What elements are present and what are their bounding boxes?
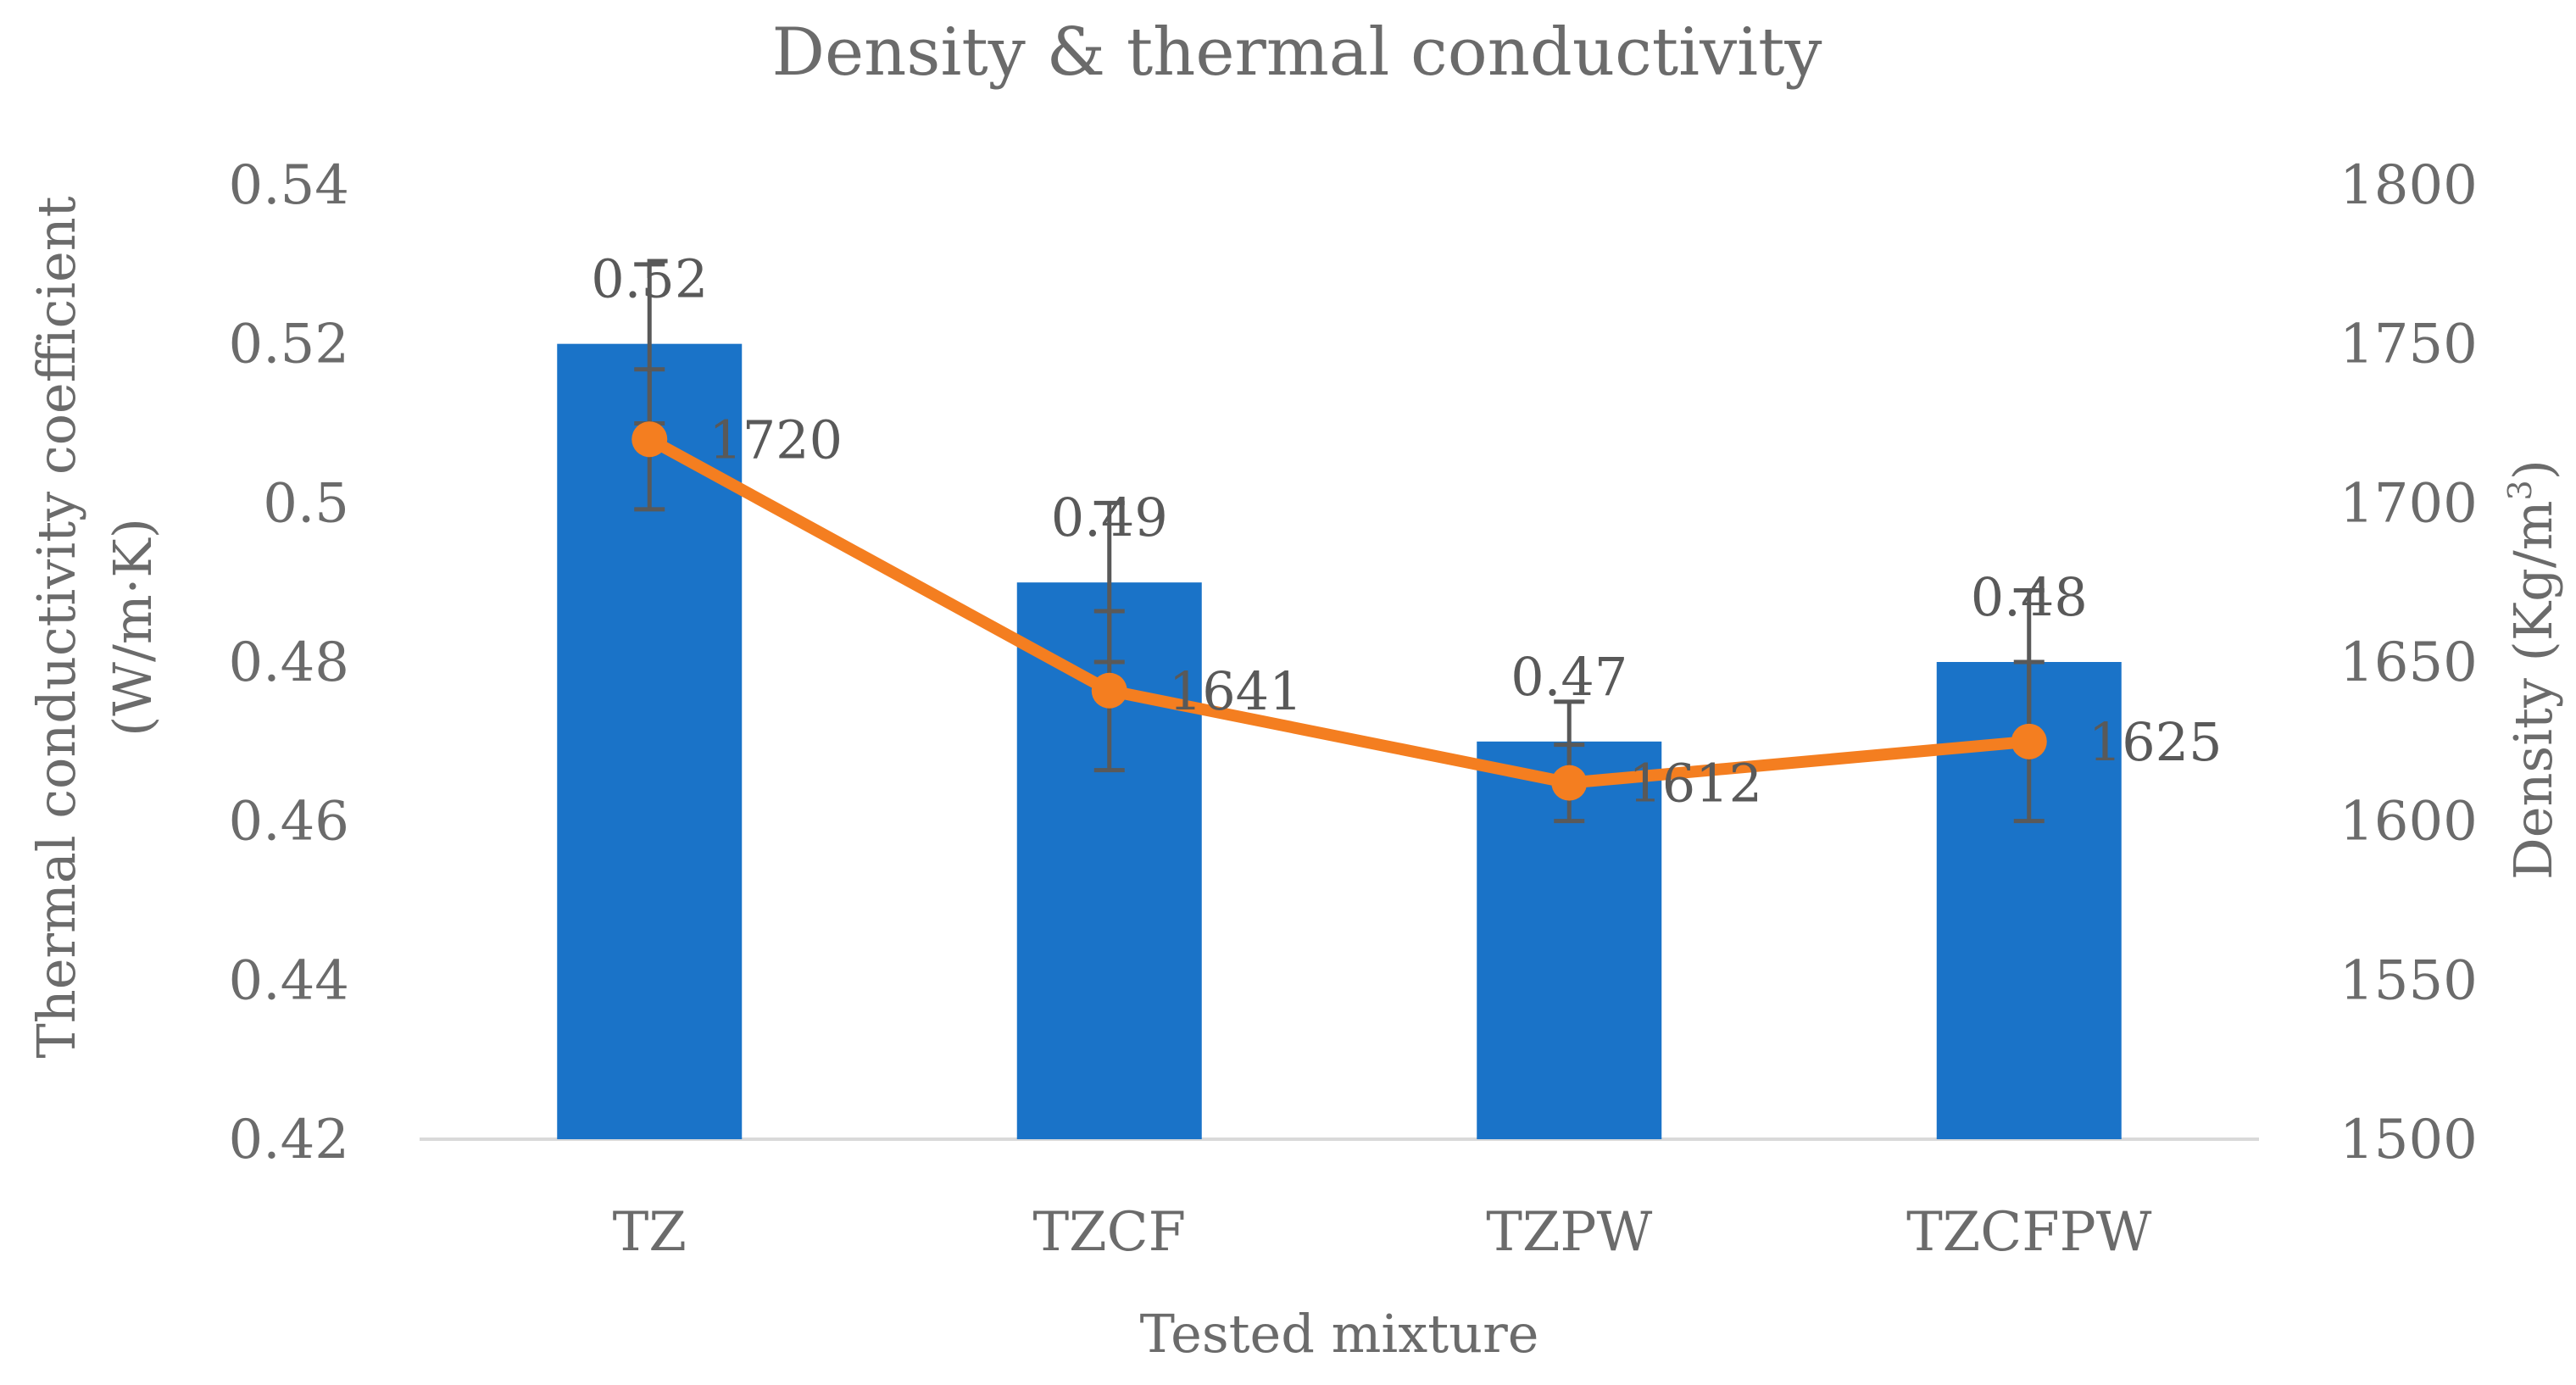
y-axis-left-title-units: (W/m·K) [102,518,164,737]
line-data-labels: 1720 1641 1612 1625 [709,409,2222,814]
line-data-label: 1641 [1169,660,1303,722]
y-axis-right-title: Density (Kg/m3) [2501,459,2564,880]
line-data-label: 1612 [1628,753,1762,815]
line-point [631,421,668,458]
line-data-label: 1625 [2089,711,2223,773]
x-axis-title: Tested mixture [1140,1303,1539,1365]
line-point [2011,723,2047,759]
y-axis-left-title: Thermal conductivity coefficient [25,196,87,1058]
y-left-tick-label: 0.44 [229,949,350,1012]
y-left-tick-label: 0.42 [229,1109,350,1171]
bar-data-label: 0.48 [1971,566,2088,628]
density-line [643,433,2035,789]
bar-error-bars [634,262,2045,784]
y-axis-right-title-end: ) [2502,459,2564,480]
y-right-tick-label: 1600 [2340,791,2478,854]
y-right-tick-label: 1750 [2340,314,2478,376]
line-markers [631,421,2047,801]
line-series [643,433,2035,789]
x-tick-label: TZPW [1486,1201,1652,1264]
right-axis-ticks: 1500 1550 1600 1650 1700 1750 1800 [2340,154,2478,1171]
y-axis-right-title-sup: 3 [2501,480,2539,500]
bar-data-labels: 0.52 0.49 0.47 0.48 [591,248,2088,708]
bar-data-label: 0.49 [1051,487,1168,548]
y-right-tick-label: 1650 [2340,631,2478,694]
x-tick-label: TZCF [1032,1201,1186,1264]
y-right-tick-label: 1700 [2340,472,2478,535]
y-axis-right-title-main: Density (Kg/m [2502,500,2564,880]
x-axis-ticks: TZ TZCF TZPW TZCFPW [613,1201,2152,1264]
line-data-label: 1720 [709,409,843,470]
y-right-tick-label: 1550 [2340,949,2478,1012]
y-left-tick-label: 0.54 [229,154,350,217]
line-point [1091,672,1127,709]
chart-title: Density & thermal conductivity [771,14,1822,91]
bar-data-label: 0.52 [591,248,708,310]
y-left-tick-label: 0.52 [229,314,350,376]
y-left-tick-label: 0.5 [263,472,349,535]
bar-data-label: 0.47 [1511,646,1627,708]
y-right-tick-label: 1500 [2340,1109,2478,1171]
line-point [1551,765,1588,801]
x-tick-label: TZCFPW [1906,1201,2152,1264]
y-left-tick-label: 0.48 [229,631,350,694]
left-axis-ticks: 0.42 0.44 0.46 0.48 0.5 0.52 0.54 [229,154,350,1171]
x-tick-label: TZ [613,1201,687,1264]
y-left-tick-label: 0.46 [229,791,350,854]
y-right-tick-label: 1800 [2340,154,2478,217]
